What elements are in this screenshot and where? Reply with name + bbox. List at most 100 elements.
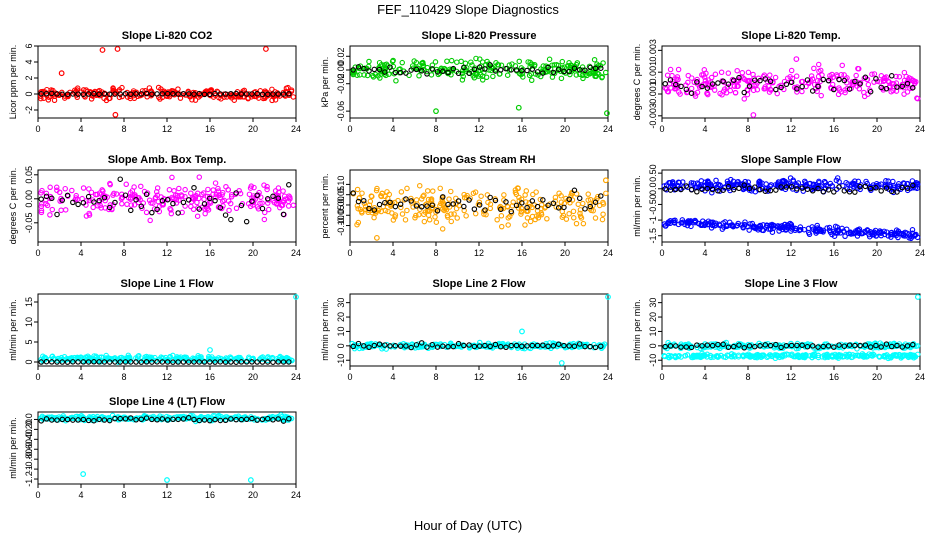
series-point [715, 181, 722, 188]
series-point [472, 210, 479, 217]
reference-point [264, 359, 271, 365]
series-point [207, 199, 213, 205]
reference-point [222, 417, 229, 424]
series-point [426, 217, 433, 223]
reference-point [222, 212, 229, 218]
series-point [373, 187, 380, 194]
y-axis-label: ml/min per min. [320, 299, 330, 361]
series-point [485, 199, 491, 206]
reference-point [264, 415, 271, 422]
series-point [90, 93, 96, 99]
reference-point [392, 342, 399, 349]
reference-point [122, 359, 129, 365]
reference-point [592, 344, 599, 351]
reference-point [180, 90, 187, 97]
series-point [835, 91, 842, 98]
reference-point [720, 341, 726, 348]
reference-point [846, 86, 853, 92]
series-point [38, 415, 44, 421]
outlier-point [604, 110, 610, 117]
x-tick-label: 16 [205, 124, 215, 134]
series-point [585, 197, 591, 203]
series-point [699, 72, 705, 78]
series-point [896, 351, 903, 358]
x-tick-label: 16 [829, 248, 839, 258]
reference-point [413, 203, 420, 209]
plot-frame [37, 45, 297, 119]
series-point [676, 179, 682, 186]
reference-point [201, 359, 208, 365]
series-point [424, 68, 430, 75]
series-point [740, 181, 746, 187]
reference-point [91, 91, 97, 97]
series-point [800, 188, 807, 194]
reference-point [366, 344, 372, 351]
series-point [463, 213, 469, 219]
reference-point [550, 343, 557, 349]
series-point [110, 85, 116, 91]
reference-point [149, 91, 155, 97]
x-tick-label: 0 [35, 248, 40, 258]
reference-point [773, 187, 779, 193]
series-point [536, 212, 542, 218]
reference-point [64, 192, 71, 199]
series-point [62, 185, 68, 192]
reference-point [38, 359, 44, 365]
series-point [692, 91, 698, 97]
reference-point [159, 198, 166, 204]
y-tick-label: 4 [24, 59, 34, 64]
series-point [580, 220, 587, 227]
reference-point [170, 91, 176, 97]
reference-point [80, 416, 87, 423]
reference-point [96, 416, 102, 423]
reference-point [170, 200, 176, 207]
reference-point [662, 186, 668, 192]
series-point [741, 96, 748, 102]
reference-point [736, 74, 742, 81]
series-point [670, 217, 677, 224]
series-point [739, 70, 746, 76]
outlier-point [263, 46, 269, 52]
series-point [757, 222, 763, 229]
series-point [869, 71, 875, 77]
panel-title: Slope Line 4 (LT) Flow [109, 396, 225, 408]
series-point [662, 85, 669, 91]
reference-point [540, 197, 546, 203]
series-point [602, 69, 609, 76]
reference-point [715, 188, 721, 194]
reference-point [64, 91, 71, 97]
series-point [674, 74, 681, 80]
reference-point [128, 415, 134, 421]
x-tick-label: 20 [872, 124, 882, 134]
x-tick-label: 24 [915, 248, 925, 258]
series-point [366, 58, 372, 65]
y-axis-label: ml/min per min. [632, 175, 642, 237]
x-tick-label: 8 [433, 248, 438, 258]
series-point [723, 90, 730, 96]
series-point [184, 356, 191, 362]
series-point [111, 190, 117, 197]
series-point [38, 209, 45, 216]
series-point [895, 234, 901, 241]
reference-point [820, 343, 826, 350]
x-tick-label: 4 [78, 490, 83, 500]
x-tick-label: 16 [517, 372, 527, 382]
series-point [151, 206, 158, 212]
series-point [813, 230, 819, 236]
x-tick-label: 24 [603, 248, 613, 258]
reference-point [741, 89, 747, 96]
reference-point [59, 416, 66, 423]
series-point [893, 352, 900, 358]
y-tick-label: 30 [336, 298, 346, 308]
series-point [894, 229, 901, 236]
reference-point [736, 185, 742, 192]
series-point [188, 203, 194, 210]
reference-point [238, 91, 245, 97]
series-point [131, 202, 138, 208]
series-point [458, 58, 464, 65]
series-point [839, 62, 845, 69]
series-point [264, 186, 270, 193]
series-point [355, 205, 361, 212]
series-point [413, 59, 420, 66]
reference-point [143, 90, 150, 97]
